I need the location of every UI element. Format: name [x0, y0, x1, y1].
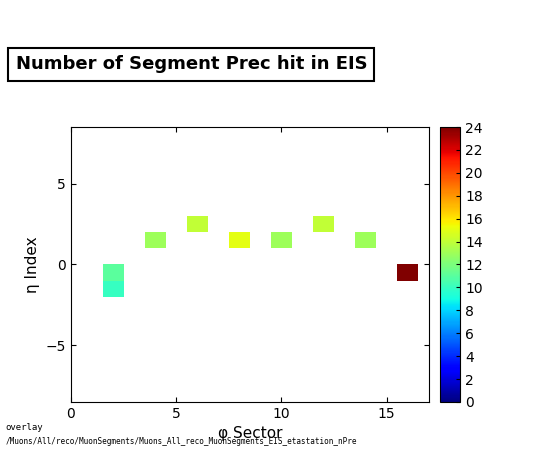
Text: /Muons/All/reco/MuonSegments/Muons_All_reco_MuonSegments_EIS_etastation_nPre: /Muons/All/reco/MuonSegments/Muons_All_r… — [5, 437, 357, 445]
Text: overlay: overlay — [5, 423, 43, 432]
Bar — [397, 264, 418, 280]
Y-axis label: η Index: η Index — [25, 236, 40, 293]
Text: Number of Segment Prec hit in EIS: Number of Segment Prec hit in EIS — [15, 55, 367, 73]
Bar — [313, 216, 334, 232]
Bar — [145, 232, 165, 249]
Bar — [355, 232, 376, 249]
X-axis label: φ Sector: φ Sector — [217, 426, 282, 441]
Bar — [103, 281, 123, 297]
Bar — [271, 232, 292, 249]
Bar — [187, 216, 207, 232]
Bar — [103, 264, 123, 280]
Bar — [229, 232, 250, 249]
